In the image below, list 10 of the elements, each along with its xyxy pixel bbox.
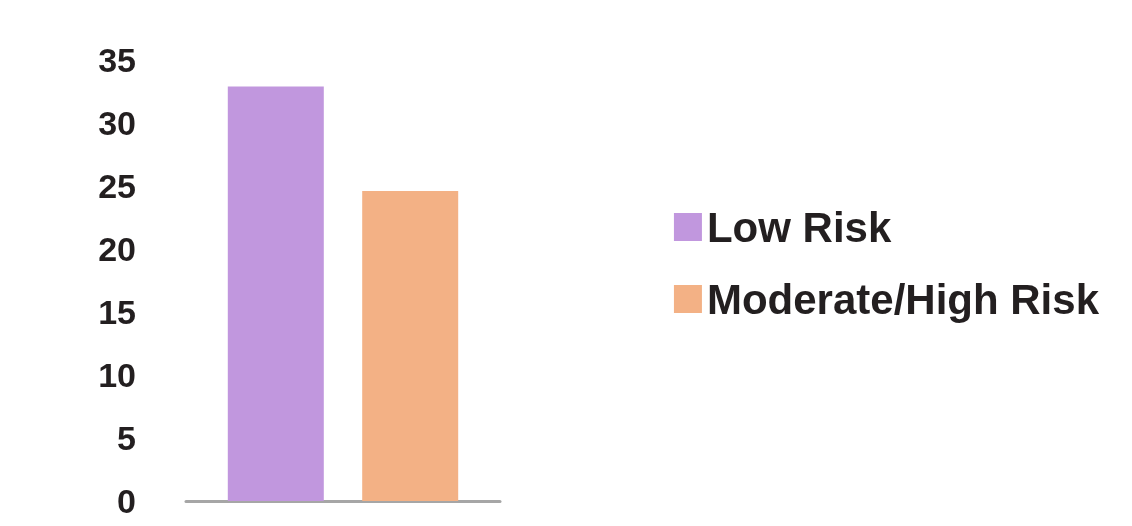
y-tick-label: 0 <box>117 482 136 520</box>
legend-label: Moderate/High Risk <box>706 275 1100 323</box>
legend-label: Low Risk <box>706 203 892 251</box>
y-tick-label: 35 <box>98 41 136 79</box>
y-tick-label: 30 <box>98 104 136 142</box>
y-tick-label: 20 <box>98 230 136 268</box>
y-tick-label: 5 <box>117 419 136 457</box>
y-tick-label: 25 <box>98 167 136 205</box>
y-tick-label: 10 <box>98 356 136 394</box>
y-tick-label: 15 <box>98 293 136 331</box>
